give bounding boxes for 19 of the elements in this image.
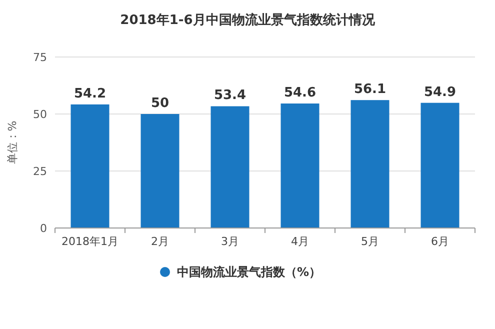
x-tick-label: 5月 [361,235,379,248]
data-label: 54.2 [74,86,106,102]
data-label: 50 [150,96,170,111]
data-label: 53.4 [214,88,246,104]
data-label: 54.6 [284,86,316,101]
x-tick-label: 4月 [291,235,309,248]
x-tick-label: 2018年1月 [62,235,118,248]
x-tick-label: 2月 [151,235,169,248]
x-tick-label: 3月 [221,235,239,248]
legend-label: 中国物流业景气指数（%） [177,265,322,279]
chart-title: 2018年1-6月中国物流业景气指数统计情况 [120,12,376,28]
data-label: 54.9 [424,84,456,100]
y-tick-label: 50 [33,108,47,121]
data-label: 56.1 [354,82,386,98]
x-tick-label: 6月 [431,235,449,248]
y-tick-label: 75 [33,51,47,64]
y-tick-label: 0 [40,222,47,235]
y-tick-label: 25 [33,165,47,178]
y-axis-title: 单位：% [6,120,19,164]
